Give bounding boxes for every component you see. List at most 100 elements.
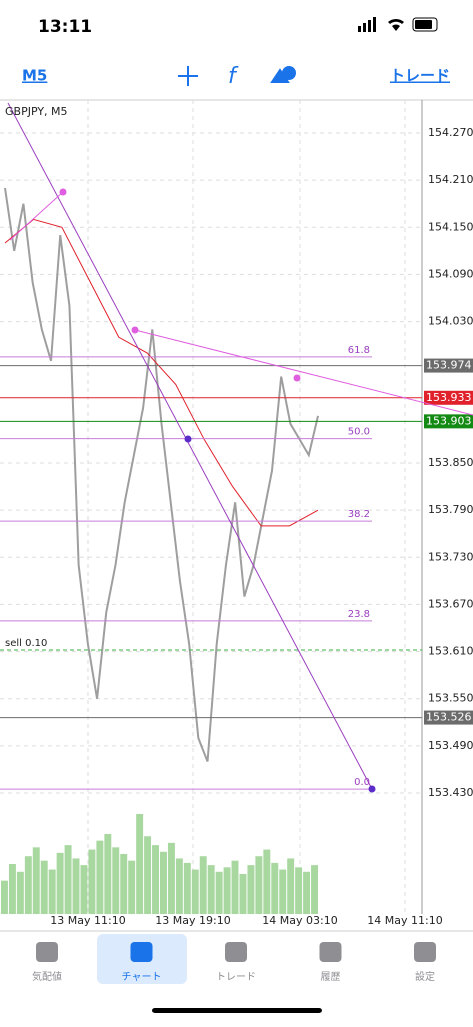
y-tick-label: 153.730 xyxy=(428,550,473,563)
handle xyxy=(59,188,67,196)
price-label-bg xyxy=(424,414,473,429)
y-tick-label: 154.210 xyxy=(428,173,473,186)
volume-bar xyxy=(80,865,88,914)
y-tick-label: 153.790 xyxy=(428,503,473,516)
toolbar-icons[interactable]: f xyxy=(178,64,296,89)
volume-bar xyxy=(16,871,24,914)
tab-label[interactable]: 気配値 xyxy=(32,970,62,983)
volume-bar xyxy=(88,849,96,914)
volume-bar xyxy=(279,869,287,914)
price-label: 153.903 xyxy=(426,414,472,427)
y-tick-label: 154.090 xyxy=(428,267,473,280)
volume-bar xyxy=(207,865,215,914)
volume-bar xyxy=(287,858,295,914)
volume-bar xyxy=(183,862,191,914)
volume-bar xyxy=(223,867,231,914)
volume-bar xyxy=(239,874,247,914)
y-tick-label: 153.610 xyxy=(428,645,473,658)
volume-bar xyxy=(247,865,255,914)
fib-label: 61.8 xyxy=(348,345,370,356)
trendline xyxy=(9,191,64,241)
volume-bar xyxy=(48,869,56,914)
trendline xyxy=(7,102,373,790)
volume-bar xyxy=(303,871,311,914)
tab-bar: 気配値 チャート トレード 履歴 設定 xyxy=(32,942,436,983)
volume-bar xyxy=(8,864,16,914)
price-label: 153.974 xyxy=(426,359,472,372)
tab-icon xyxy=(225,942,247,962)
volume-bar xyxy=(72,858,80,914)
x-tick-label: 14 May 11:10 xyxy=(367,914,442,927)
tab-label[interactable]: 設定 xyxy=(415,970,435,983)
handle xyxy=(293,374,301,382)
y-tick-label: 154.030 xyxy=(428,315,473,328)
y-tick-label: 154.150 xyxy=(428,220,473,233)
x-tick-label: 13 May 19:10 xyxy=(155,914,230,927)
volume-bar xyxy=(104,834,112,914)
timeframe-button[interactable]: M5 xyxy=(22,67,47,85)
volume-bar xyxy=(191,869,199,914)
volume-bar xyxy=(255,856,263,914)
fib-label: 38.2 xyxy=(348,509,370,520)
handle xyxy=(368,785,376,793)
trade-button[interactable]: トレード xyxy=(390,67,450,85)
volume-bar xyxy=(295,867,303,914)
order-label: sell 0.10 xyxy=(5,638,47,649)
volume-bar xyxy=(96,840,104,914)
price-label: 153.526 xyxy=(426,711,472,724)
volume-bar xyxy=(160,851,167,914)
volume-bar xyxy=(40,860,48,914)
y-tick-label: 153.670 xyxy=(428,597,473,610)
volume-bar xyxy=(144,836,152,914)
price-label-bg xyxy=(424,710,473,725)
volume-bar xyxy=(64,845,72,914)
x-tick-label: 13 May 11:10 xyxy=(50,914,125,927)
trendline xyxy=(134,329,473,416)
handle xyxy=(131,326,139,334)
svg-text:f: f xyxy=(228,64,239,89)
volume-bar xyxy=(24,856,32,914)
fib-label: 50.0 xyxy=(348,427,370,438)
volume-bar xyxy=(311,865,318,914)
volume-bar xyxy=(56,852,64,914)
volume-bar xyxy=(152,845,159,914)
volume-bar xyxy=(263,849,271,914)
volume-bar xyxy=(112,847,120,914)
volume-bar xyxy=(215,871,223,914)
volume-bar xyxy=(167,842,175,914)
volume-bar xyxy=(32,847,40,914)
tab-label[interactable]: チャート xyxy=(122,971,162,983)
volume-bar xyxy=(199,856,207,914)
x-tick-label: 14 May 03:10 xyxy=(262,914,337,927)
tab-label[interactable]: 履歴 xyxy=(321,971,341,983)
moving-average xyxy=(4,218,319,527)
tab-icon xyxy=(414,942,436,962)
status-icons xyxy=(358,17,438,32)
tab-icon xyxy=(36,942,58,962)
y-tick-label: 153.490 xyxy=(428,739,473,752)
volume-bar xyxy=(231,860,239,914)
volume-bar xyxy=(128,860,136,914)
price-label-bg xyxy=(424,390,473,405)
home-indicator xyxy=(152,1008,322,1013)
volume-bar xyxy=(136,814,144,914)
tab-icon xyxy=(319,942,342,962)
price-line xyxy=(4,187,319,762)
y-tick-label: 153.550 xyxy=(428,692,473,705)
volume-bar xyxy=(271,862,279,914)
y-tick-label: 154.270 xyxy=(428,126,473,139)
fib-label: 23.8 xyxy=(348,609,370,620)
volume-bar xyxy=(120,854,128,914)
price-label: 153.933 xyxy=(426,391,472,404)
volume-bar xyxy=(1,880,8,914)
chart: 154.270 154.210 154.150 154.090 154.030 153.8… xyxy=(0,100,473,927)
y-tick-label: 153.430 xyxy=(428,786,473,799)
y-tick-label: 153.850 xyxy=(428,456,473,469)
tab-icon xyxy=(130,942,153,962)
price-label-bg xyxy=(424,358,473,373)
tab-label[interactable]: トレード xyxy=(216,972,256,983)
handle xyxy=(184,435,192,443)
status-time: 13:11 xyxy=(38,17,92,37)
volume-bar xyxy=(175,858,183,914)
